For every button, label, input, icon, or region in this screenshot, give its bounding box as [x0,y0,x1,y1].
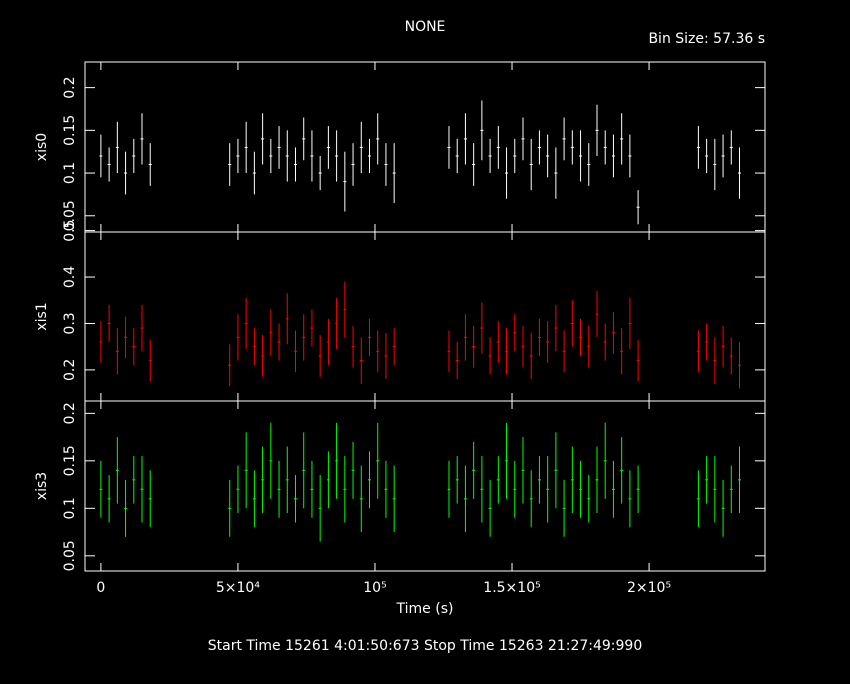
y-tick-label: 0.05 [62,200,78,231]
x-axis-label: Time (s) [396,601,454,617]
x-tick-label: 1.5×10⁵ [483,580,540,596]
y-tick-label: 0.15 [62,115,78,146]
x-tick-label: 2×10⁵ [627,580,671,596]
y-tick-label: 0.2 [62,359,78,381]
y-tick-label: 0.15 [62,445,78,476]
panel-frame [84,61,766,233]
chart-title: NONE [405,19,446,35]
y-axis-label: xis3 [34,472,50,500]
y-tick-label: 0.5 [62,219,78,241]
y-tick-label: 0.05 [62,540,78,571]
y-axis-label: xis0 [34,133,50,161]
x-tick-label: 5×10⁴ [216,580,260,596]
panel-frame [84,231,766,402]
panel-frame [84,400,766,572]
y-tick-label: 0.1 [62,497,78,519]
bin-size: Bin Size: 57.36 s [648,31,765,47]
y-tick-label: 0.2 [62,402,78,424]
x-tick-label: 0 [96,580,105,596]
y-tick-label: 0.4 [62,266,78,288]
x-tick-label: 10⁵ [363,580,386,596]
y-tick-label: 0.1 [62,162,78,184]
y-tick-label: 0.2 [62,76,78,98]
y-tick-label: 0.3 [62,312,78,334]
footer: Start Time 15261 4:01:50:673 Stop Time 1… [208,638,643,654]
y-axis-label: xis1 [34,302,50,330]
